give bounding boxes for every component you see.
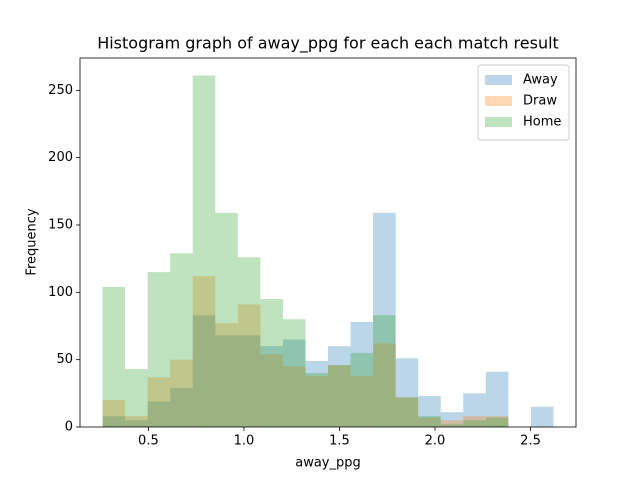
histogram-bar <box>192 276 216 427</box>
histogram-bar <box>440 424 464 427</box>
histogram-bar <box>102 286 126 427</box>
histogram-bar <box>328 365 351 427</box>
histogram-bar <box>260 354 283 427</box>
y-tick-label: 50 <box>56 352 73 367</box>
chart-title: Histogram graph of away_ppg for each eac… <box>97 34 559 54</box>
plot-frame <box>79 57 577 428</box>
y-tick-label: 200 <box>48 150 73 165</box>
histogram-bar <box>170 253 193 427</box>
histogram-bar <box>418 416 441 427</box>
histogram-bar <box>395 397 419 427</box>
histogram-bar <box>282 366 306 427</box>
legend-box <box>477 64 570 141</box>
y-tick-label: 100 <box>48 285 73 300</box>
histogram-bar <box>463 416 486 427</box>
histogram-bar <box>395 358 419 427</box>
histogram-bar <box>305 373 328 427</box>
histogram-bar <box>282 319 306 427</box>
histogram-bar <box>192 315 216 427</box>
x-tick-label: 1.0 <box>234 434 255 449</box>
legend-label: Draw <box>523 94 557 109</box>
histogram-bar <box>530 406 554 427</box>
histogram-bar <box>485 417 509 427</box>
histogram-bar <box>125 420 148 427</box>
x-tick-label: 1.5 <box>329 434 350 449</box>
histogram-bar <box>373 343 396 427</box>
histogram-bar <box>215 335 238 427</box>
legend-label: Away <box>523 73 558 88</box>
histogram-bar <box>147 377 171 427</box>
histogram-bar <box>305 361 328 427</box>
histogram-bar <box>237 335 261 427</box>
histogram-bar <box>305 375 328 427</box>
y-tick-label: 250 <box>48 83 73 98</box>
histogram-bar <box>350 352 374 427</box>
histogram-bar <box>147 401 171 427</box>
legend-swatch <box>485 75 512 85</box>
y-axis-label: Frequency <box>25 208 40 275</box>
histogram-bar <box>102 400 126 427</box>
histogram-bar <box>373 212 396 427</box>
histogram-bar <box>328 346 351 427</box>
x-tick-label: 2.0 <box>425 434 446 449</box>
legend-swatch <box>485 96 512 106</box>
histogram-bar <box>463 393 486 427</box>
histogram-bar <box>215 323 238 427</box>
histogram-bar <box>102 416 126 427</box>
legend-label: Home <box>523 115 561 130</box>
histogram-bar <box>485 416 509 427</box>
histogram-bar <box>418 417 441 427</box>
histogram-bar <box>237 304 261 427</box>
histogram-bar <box>170 359 193 427</box>
histogram-bar <box>395 397 419 427</box>
histogram-bar <box>373 315 396 427</box>
histogram-bar <box>463 420 486 427</box>
x-tick-label: 0.5 <box>138 434 159 449</box>
y-tick-label: 0 <box>65 420 73 435</box>
y-tick-label: 150 <box>48 217 73 232</box>
histogram-bar <box>440 412 464 427</box>
histogram-bar <box>125 369 148 427</box>
x-tick-label: 2.5 <box>520 434 541 449</box>
histogram-bar <box>260 346 283 427</box>
histogram-bar <box>350 321 374 427</box>
histogram-bar <box>440 420 464 427</box>
histogram-bar <box>192 75 216 428</box>
histogram-bar <box>350 375 374 427</box>
x-axis-label: away_ppg <box>295 456 361 471</box>
histogram-bar <box>328 365 351 427</box>
histogram-bar <box>215 212 238 427</box>
histogram-bar <box>485 371 509 427</box>
histogram-bar <box>260 299 283 427</box>
histogram-bar <box>147 272 171 427</box>
histogram-bar <box>237 257 261 427</box>
histogram-bar <box>418 396 441 427</box>
histogram-bar <box>170 387 193 427</box>
legend-swatch <box>485 117 512 127</box>
histogram-bar <box>125 416 148 427</box>
histogram-bar <box>282 339 306 427</box>
